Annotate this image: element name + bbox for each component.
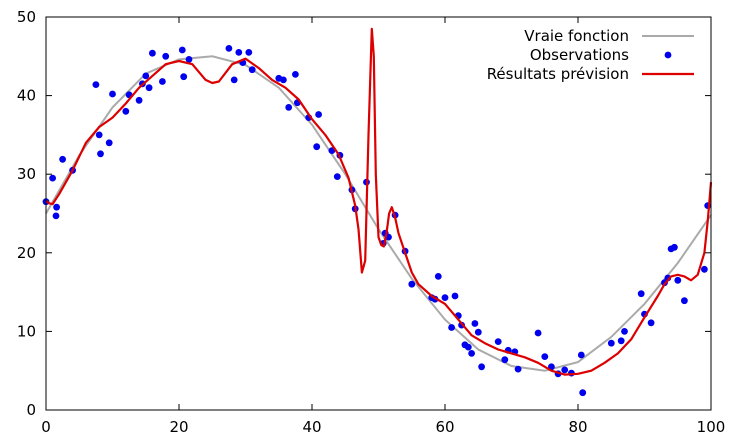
observation-point: [315, 111, 322, 118]
y-tick-label: 10: [17, 322, 36, 340]
observation-point: [617, 337, 625, 345]
observation-point: [561, 366, 569, 374]
observation-point: [95, 131, 103, 139]
observation-point: [333, 173, 341, 181]
observation-point: [159, 78, 166, 85]
legend-swatch-point: [664, 51, 672, 59]
observation-point: [245, 49, 253, 56]
observation-point: [109, 90, 116, 98]
observation-point: [501, 356, 509, 364]
observation-point: [514, 365, 522, 373]
observation-point: [471, 320, 479, 327]
plot-border: [45, 16, 712, 411]
observation-point: [451, 292, 459, 300]
observation-point: [149, 49, 156, 57]
x-tick-label: 0: [41, 418, 51, 436]
observation-point: [674, 276, 682, 284]
observation-point: [142, 72, 150, 80]
observation-point: [468, 350, 475, 357]
x-tick-label: 80: [568, 418, 587, 436]
observation-point: [681, 297, 688, 305]
observation-point: [162, 52, 170, 60]
observation-point: [579, 389, 587, 397]
observation-point: [448, 324, 455, 331]
observation-point: [701, 265, 708, 273]
observation-point: [225, 45, 233, 52]
observation-point: [313, 143, 321, 151]
axes: 0 20 40 60 80 100 0 10 20 30 40 50: [17, 8, 725, 436]
observation-point: [434, 273, 442, 280]
observation-point: [92, 81, 100, 88]
x-tick-label: 40: [302, 418, 321, 436]
observation-point: [178, 46, 186, 54]
y-tick-label: 50: [17, 8, 36, 26]
legend-label: Observations: [530, 46, 629, 64]
observation-point: [464, 343, 472, 351]
observation-point: [59, 155, 66, 163]
series-line-resultats-prevision: [45, 27, 713, 376]
observation-point: [478, 363, 485, 371]
observation-point: [235, 49, 243, 56]
observation-point: [135, 96, 143, 104]
observation-point: [292, 71, 299, 78]
legend-label: Vraie fonction: [524, 27, 629, 45]
observation-point: [474, 328, 482, 336]
y-tick-label: 40: [17, 87, 36, 105]
legend-label: Résultats prévision: [487, 65, 629, 83]
observation-point: [122, 107, 130, 115]
observation-point: [145, 84, 153, 92]
observation-point: [621, 328, 628, 335]
observation-point: [671, 243, 678, 251]
observation-point: [647, 319, 655, 327]
observation-point: [280, 76, 287, 84]
observation-point: [49, 174, 56, 182]
observation-point: [248, 66, 256, 74]
y-tick-label: 20: [17, 244, 36, 262]
observation-point: [607, 339, 615, 347]
observation-point: [285, 104, 293, 111]
x-tick-label: 100: [697, 418, 726, 436]
observation-point: [52, 212, 60, 220]
y-tick-label: 30: [17, 165, 36, 183]
x-tick-label: 20: [169, 418, 188, 436]
observation-point: [408, 280, 416, 288]
observation-point: [185, 56, 193, 63]
observation-point: [494, 338, 502, 345]
y-tick-label: 0: [26, 401, 36, 419]
observation-point: [534, 329, 542, 337]
legend-item-resultats-prevision: Résultats prévision: [487, 65, 694, 83]
x-tick-label: 60: [435, 418, 454, 436]
observation-point: [541, 353, 549, 360]
observation-point: [105, 139, 113, 147]
observation-point: [180, 73, 188, 81]
plot-frame: [45, 16, 712, 411]
observation-point: [97, 150, 104, 158]
observation-point: [441, 294, 449, 301]
observation-point: [577, 351, 585, 359]
legend-item-observations: Observations: [530, 46, 672, 64]
observation-point: [230, 76, 238, 84]
plot-area: [42, 27, 713, 397]
legend-item-vraie-fonction: Vraie fonction: [524, 27, 694, 45]
observation-point: [637, 290, 645, 298]
observation-point: [53, 203, 60, 211]
